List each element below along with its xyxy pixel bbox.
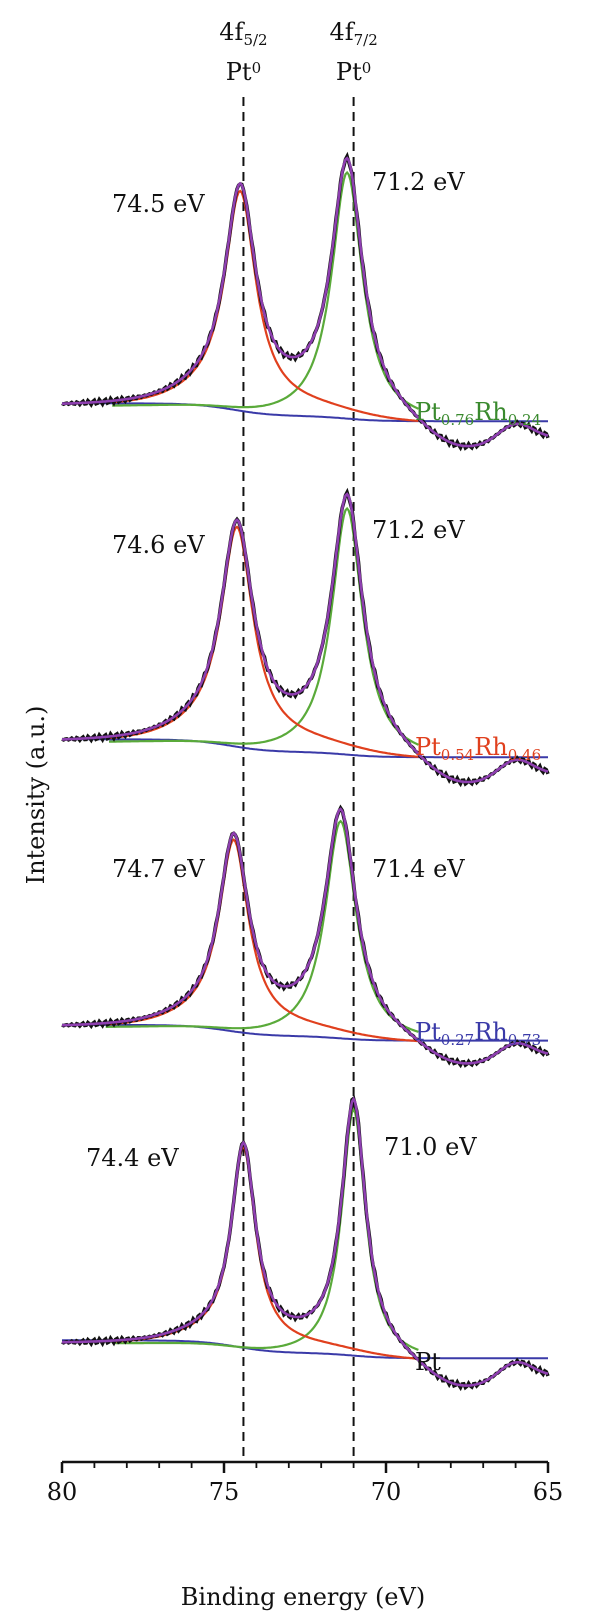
fit-envelope-line-s4 [61, 1096, 549, 1387]
peak-label-7-2-s2: 71.2 eV [372, 516, 465, 544]
x-tick-label: 65 [533, 1478, 564, 1506]
peak-label-5-2-s1: 74.5 eV [112, 190, 205, 218]
x-tick-label: 70 [371, 1478, 402, 1506]
component-7-2-line-s3 [105, 819, 419, 1033]
spectrum-s3 [61, 804, 550, 1069]
sample-label-s3: Pt0.27Rh0.73 [415, 1018, 541, 1049]
peak-label-7-2-s3: 71.4 eV [372, 855, 465, 883]
reference-label-state-1: Pt0 [226, 58, 261, 86]
peak-labels: 74.5 eV 71.2 eV Pt0.76Rh0.24 74.6 eV 71.2 eV… [86, 168, 541, 1376]
component-7-2-line-s1 [112, 170, 419, 410]
component-5-2-line-s4 [115, 1145, 419, 1360]
sample-label-s1: Pt0.76Rh0.24 [415, 398, 541, 429]
fit-envelope-line-s3 [61, 807, 549, 1065]
spectrum-s1 [61, 151, 550, 452]
background-line-s3 [62, 1023, 548, 1042]
peak-label-5-2-s2: 74.6 eV [112, 531, 205, 559]
reference-lines: 4f5/2 Pt0 4f7/2 Pt0 [219, 18, 378, 1462]
component-5-2-line-s1 [112, 189, 419, 422]
peak-label-7-2-s4: 71.0 eV [384, 1133, 477, 1161]
peak-label-5-2-s4: 74.4 eV [86, 1144, 179, 1172]
reference-label-orbital-1: 4f5/2 [219, 18, 267, 49]
x-axis-label: Binding energy (eV) [181, 1583, 425, 1611]
background-line-s1 [62, 402, 548, 423]
sample-label-s4: Pt [415, 1348, 441, 1376]
fit-envelope-line-s2 [61, 492, 549, 784]
spectrum-s2 [61, 487, 550, 788]
spectrum-s4 [61, 1095, 550, 1392]
fit-envelope-line-s1 [62, 156, 549, 448]
background-line-s2 [62, 738, 548, 759]
y-axis-label: Intensity (a.u.) [22, 706, 50, 885]
x-tick-label: 75 [209, 1478, 240, 1506]
sample-label-s2: Pt0.54Rh0.46 [415, 733, 541, 764]
x-tick-label: 80 [47, 1478, 78, 1506]
reference-label-orbital-2: 4f7/2 [329, 18, 377, 49]
component-5-2-line-s2 [108, 525, 419, 758]
spectra-curves [61, 151, 550, 1392]
x-axis: 80 75 70 65 [47, 1460, 564, 1506]
reference-label-state-2: Pt0 [336, 58, 371, 86]
peak-label-7-2-s1: 71.2 eV [372, 168, 465, 196]
background-line-s4 [62, 1339, 548, 1360]
peak-label-5-2-s3: 74.7 eV [112, 855, 205, 883]
